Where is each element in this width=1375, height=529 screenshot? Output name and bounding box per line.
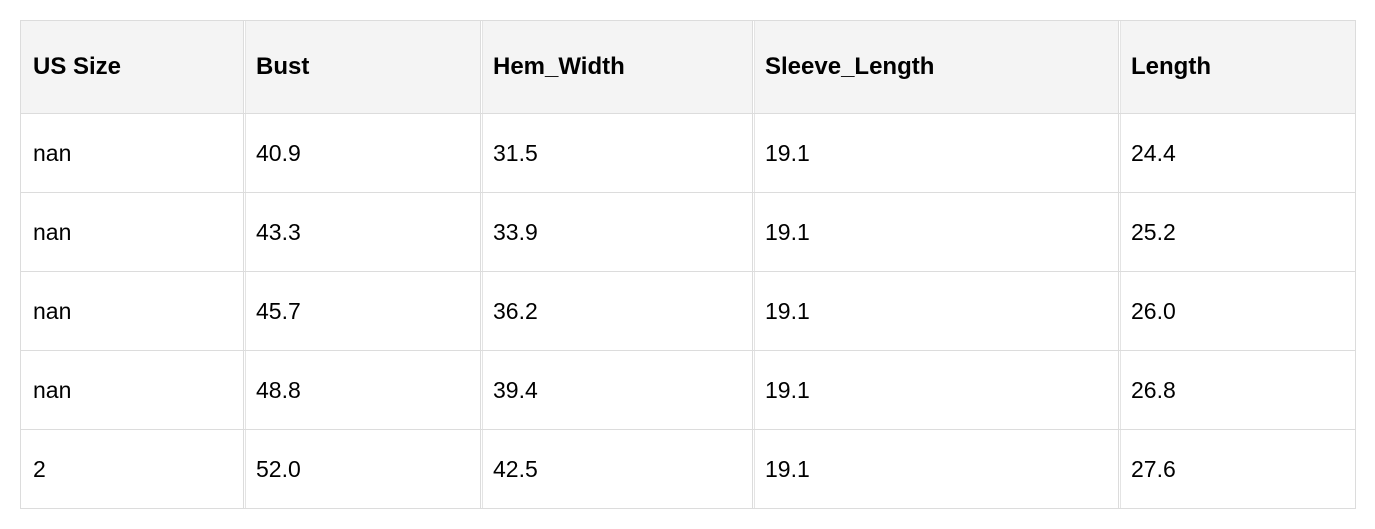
cell-hem-width: 31.5 bbox=[481, 114, 753, 193]
cell-bust: 43.3 bbox=[244, 193, 481, 272]
header-hem-width: Hem_Width bbox=[481, 20, 753, 114]
size-chart-table: US Size Bust Hem_Width Sleeve_Length Len… bbox=[20, 20, 1356, 509]
cell-sleeve-length: 19.1 bbox=[753, 272, 1119, 351]
cell-bust: 40.9 bbox=[244, 114, 481, 193]
table-row: 2 52.0 42.5 19.1 27.6 bbox=[20, 430, 1356, 509]
cell-length: 27.6 bbox=[1119, 430, 1356, 509]
cell-hem-width: 33.9 bbox=[481, 193, 753, 272]
cell-length: 26.0 bbox=[1119, 272, 1356, 351]
cell-sleeve-length: 19.1 bbox=[753, 430, 1119, 509]
cell-hem-width: 36.2 bbox=[481, 272, 753, 351]
cell-length: 25.2 bbox=[1119, 193, 1356, 272]
cell-bust: 52.0 bbox=[244, 430, 481, 509]
cell-us-size: 2 bbox=[20, 430, 244, 509]
header-us-size: US Size bbox=[20, 20, 244, 114]
cell-sleeve-length: 19.1 bbox=[753, 193, 1119, 272]
table-row: nan 48.8 39.4 19.1 26.8 bbox=[20, 351, 1356, 430]
cell-us-size: nan bbox=[20, 114, 244, 193]
cell-bust: 45.7 bbox=[244, 272, 481, 351]
table-row: nan 43.3 33.9 19.1 25.2 bbox=[20, 193, 1356, 272]
cell-us-size: nan bbox=[20, 351, 244, 430]
cell-sleeve-length: 19.1 bbox=[753, 351, 1119, 430]
cell-hem-width: 39.4 bbox=[481, 351, 753, 430]
cell-sleeve-length: 19.1 bbox=[753, 114, 1119, 193]
cell-us-size: nan bbox=[20, 193, 244, 272]
header-bust: Bust bbox=[244, 20, 481, 114]
cell-hem-width: 42.5 bbox=[481, 430, 753, 509]
header-length: Length bbox=[1119, 20, 1356, 114]
cell-us-size: nan bbox=[20, 272, 244, 351]
cell-bust: 48.8 bbox=[244, 351, 481, 430]
header-row: US Size Bust Hem_Width Sleeve_Length Len… bbox=[20, 20, 1356, 114]
cell-length: 24.4 bbox=[1119, 114, 1356, 193]
cell-length: 26.8 bbox=[1119, 351, 1356, 430]
header-sleeve-length: Sleeve_Length bbox=[753, 20, 1119, 114]
table-row: nan 45.7 36.2 19.1 26.0 bbox=[20, 272, 1356, 351]
table-row: nan 40.9 31.5 19.1 24.4 bbox=[20, 114, 1356, 193]
